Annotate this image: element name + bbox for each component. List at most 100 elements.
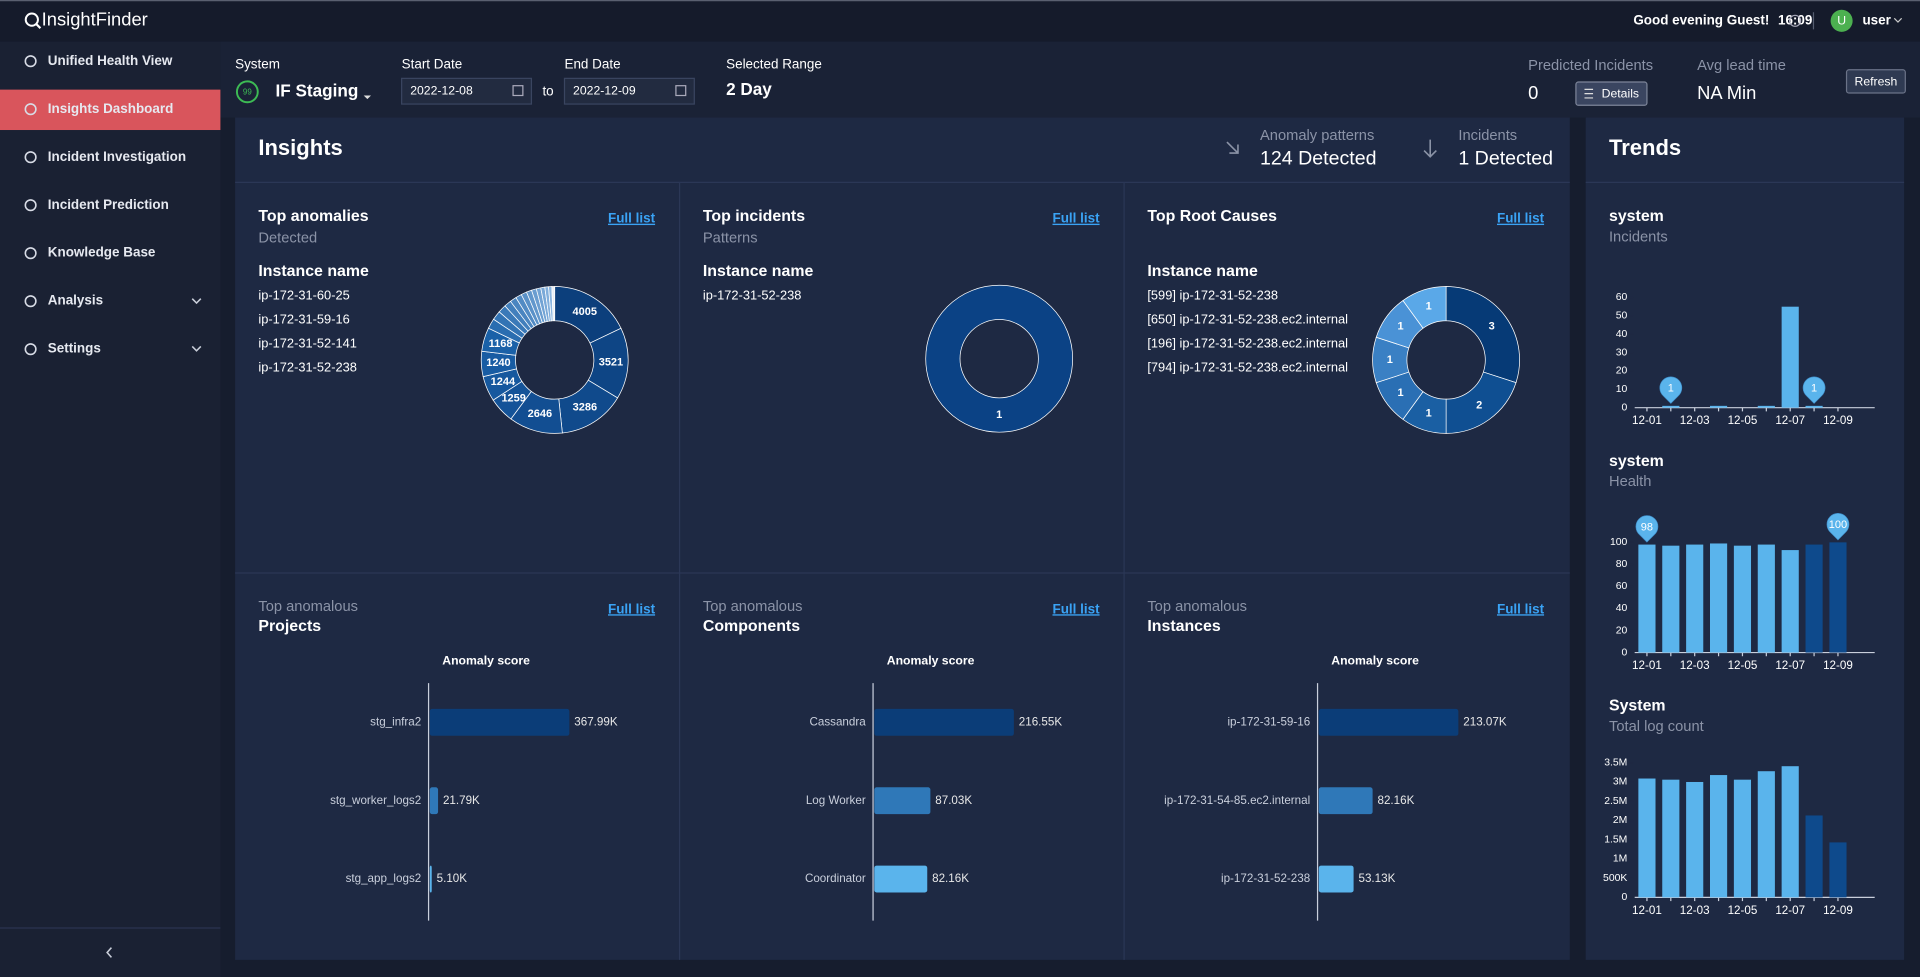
slice-label: 1240 (486, 357, 510, 369)
x-tick-label: 12-03 (1680, 659, 1710, 672)
category-label: stg_worker_logs2 (330, 794, 421, 807)
instance-item[interactable]: [599] ip-172-31-52-238 (1147, 288, 1278, 303)
nav-item[interactable]: Analysis (48, 293, 103, 308)
full-list-link[interactable]: Full list (1497, 211, 1545, 226)
chart-title: Anomaly score (887, 653, 975, 667)
slice-label: 1168 (489, 338, 513, 350)
end-date: 2022-12-09 (573, 83, 636, 97)
y-tick-label: 0 (1622, 402, 1628, 413)
anomaly-value: 124 Detected (1260, 147, 1376, 169)
x-tick-label: 12-01 (1632, 904, 1662, 917)
bar (1638, 778, 1656, 898)
value-label: 87.03K (935, 794, 972, 807)
y-tick-label: 40 (1616, 603, 1628, 614)
full-list-link[interactable]: Full list (1052, 601, 1100, 616)
bar (429, 708, 570, 736)
details-button[interactable] (1575, 81, 1648, 106)
bar (1733, 779, 1752, 898)
instance-item[interactable]: ip-172-31-59-16 (258, 312, 349, 327)
lead-label: Avg lead time (1697, 58, 1786, 74)
nav-item[interactable]: Knowledge Base (48, 245, 156, 260)
lead-value: NA Min (1697, 82, 1756, 103)
marker-pin (1635, 515, 1659, 543)
nav-item[interactable]: Incident Prediction (48, 197, 169, 212)
instance-item[interactable]: ip-172-31-52-238 (703, 288, 802, 303)
nav-icon (24, 151, 37, 164)
bar (1710, 775, 1728, 898)
category-label: ip-172-31-52-238 (1221, 872, 1310, 885)
predicted-label: Predicted Incidents (1528, 58, 1653, 74)
end-input[interactable] (563, 77, 695, 105)
bar (1829, 842, 1847, 898)
instance-item[interactable]: [196] ip-172-31-52-238.ec2.internal (1147, 336, 1348, 351)
nav-icon (24, 55, 37, 68)
start-label: Start Date (402, 56, 463, 71)
instance-item[interactable]: ip-172-31-60-25 (258, 288, 349, 303)
system-score: 99 (243, 88, 252, 97)
panel-title: Top incidents (703, 208, 805, 225)
full-list-link[interactable]: Full list (608, 211, 656, 226)
anomaly-label: Anomaly patterns (1260, 128, 1374, 144)
full-list-link[interactable]: Full list (608, 601, 656, 616)
avatar[interactable] (1830, 9, 1853, 32)
instance-item[interactable]: [650] ip-172-31-52-238.ec2.internal (1147, 312, 1348, 327)
nav-item[interactable]: Unified Health View (48, 53, 173, 68)
collapse-button[interactable] (106, 947, 113, 958)
instance-item[interactable]: [794] ip-172-31-52-238.ec2.internal (1147, 360, 1348, 375)
bar (1662, 545, 1680, 653)
marker-pin (1802, 376, 1826, 404)
details-label: Details (1602, 87, 1639, 101)
panel-subtitle: Detected (258, 231, 317, 247)
y-tick-label: 500K (1603, 873, 1627, 884)
slice-label: 3521 (599, 357, 623, 369)
start-date: 2022-12-08 (410, 83, 473, 97)
slice-label: 3 (1489, 321, 1495, 333)
y-tick-label: 50 (1616, 311, 1628, 322)
refresh-button[interactable] (1845, 69, 1906, 94)
range-value: 2 Day (726, 79, 772, 99)
trends-title: Trends (1609, 135, 1681, 160)
user-name[interactable]: user (1862, 12, 1891, 27)
category-label: stg_infra2 (370, 715, 421, 728)
trend-subtitle: Health (1609, 474, 1651, 490)
category-label: Log Worker (806, 794, 866, 807)
help-icon[interactable] (1788, 14, 1802, 27)
panel-title: Top Root Causes (1147, 208, 1277, 225)
nav-icon (24, 247, 37, 260)
bar (429, 787, 439, 815)
nav-item[interactable]: Settings (48, 341, 101, 356)
x-tick-label: 12-03 (1680, 904, 1710, 917)
x-tick-label: 12-07 (1775, 659, 1805, 672)
marker-label: 100 (1829, 519, 1847, 531)
nav-icon (24, 295, 37, 308)
y-tick-label: 40 (1616, 329, 1628, 340)
active-item-bg (0, 89, 221, 131)
donut-slice (1402, 286, 1447, 329)
slice-label: 1 (1397, 321, 1403, 333)
chart-title: Anomaly score (1331, 653, 1419, 667)
system-select[interactable]: IF Staging (276, 80, 359, 100)
range-label: Selected Range (726, 56, 822, 71)
start-input[interactable] (401, 77, 533, 105)
instance-item[interactable]: ip-172-31-52-238 (258, 360, 357, 375)
nav-item[interactable]: Incident Investigation (48, 149, 186, 164)
panel-title: Instances (1147, 618, 1221, 635)
clock: 16:09 (1778, 12, 1812, 27)
full-list-link[interactable]: Full list (1497, 601, 1545, 616)
trend-subtitle: Total log count (1609, 719, 1704, 735)
bar (874, 787, 931, 815)
system-caret (363, 95, 372, 100)
marker-pin (1826, 513, 1850, 541)
instance-item[interactable]: ip-172-31-52-141 (258, 336, 357, 351)
bar (1318, 708, 1459, 736)
bar (874, 708, 1014, 736)
refresh-label: Refresh (1854, 74, 1897, 88)
nav-item[interactable]: Insights Dashboard (48, 101, 174, 116)
full-list-link[interactable]: Full list (1052, 211, 1100, 226)
bar (1686, 544, 1704, 653)
y-tick-label: 30 (1616, 347, 1628, 358)
x-tick-label: 12-09 (1823, 659, 1853, 672)
user-caret (1893, 17, 1903, 23)
category-label: ip-172-31-59-16 (1227, 715, 1310, 728)
